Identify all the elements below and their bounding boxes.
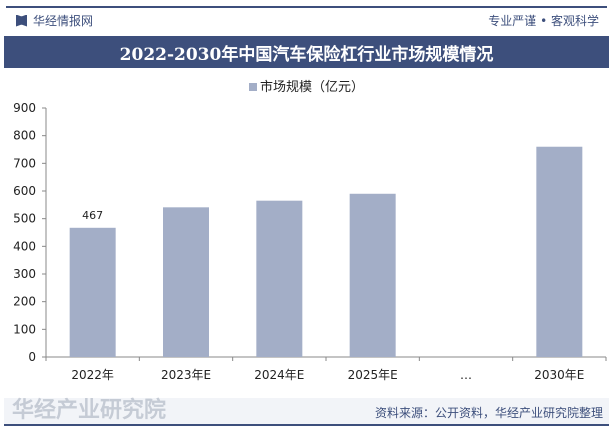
x-tick-label: … [460,368,472,382]
legend-label: 市场规模（亿元） [259,80,364,95]
data-label: 467 [82,209,103,222]
brand-logo-icon [16,14,27,27]
y-tick-label: 900 [13,101,36,115]
x-tick-label: 2022年 [71,368,114,382]
bar [163,207,209,357]
y-tick-label: 300 [13,267,36,281]
bar [69,227,116,357]
bar [536,146,583,357]
y-tick-label: 800 [13,129,36,143]
bar [256,200,303,357]
brand: 华经情报网 [16,12,93,29]
y-tick-label: 500 [13,212,36,226]
y-tick-label: 600 [13,184,36,198]
x-tick-label: 2024年E [254,368,304,382]
bar-chart: 0 100 200 300 400 500 600 700 800 900 467 2022年 2023… [13,101,607,382]
source-note: 资料来源：公开资料，华经产业研究院整理 [374,406,603,420]
y-tick-label: 200 [13,295,36,309]
x-tick-label: 2023年E [161,368,211,382]
top-rule [6,6,607,8]
slogan: 专业严谨 • 客观科学 [488,14,599,28]
bar [349,193,396,357]
y-tick-label: 100 [13,322,36,336]
watermark: 华经产业研究院 [12,398,167,423]
brand-name: 华经情报网 [33,14,94,28]
y-tick-label: 700 [13,156,36,170]
legend: 市场规模（亿元） [0,76,613,95]
legend-swatch [248,83,257,91]
y-tick-label: 0 [28,350,36,364]
y-tick-label: 400 [13,239,36,253]
x-tick-label: 2030年E [534,368,584,382]
x-tick-label: 2025年E [348,368,398,382]
chart-title: 2022-2030年中国汽车保险杠行业市场规模情况 [4,36,609,68]
footer: 华经产业研究院 资料来源：公开资料，华经产业研究院整理 [4,398,609,426]
